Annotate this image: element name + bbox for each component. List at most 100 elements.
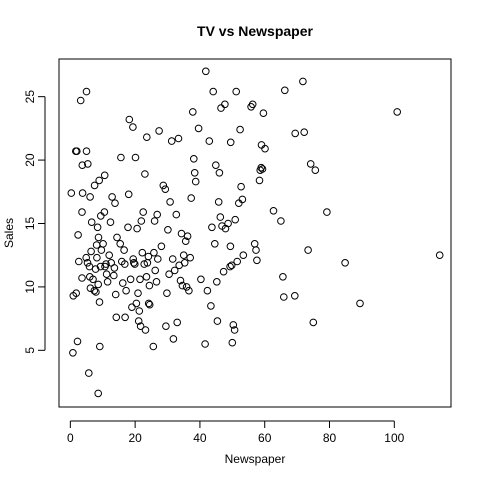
data-point-160 — [226, 242, 235, 251]
data-point-202 — [393, 108, 402, 116]
data-point-175 — [248, 100, 257, 109]
data-point-115 — [168, 255, 177, 263]
data-point-150 — [214, 198, 223, 206]
data-point-56 — [111, 199, 119, 207]
data-point-152 — [216, 213, 225, 221]
data-point-156 — [221, 100, 229, 109]
data-point-19 — [85, 369, 93, 377]
data-point-191 — [291, 292, 299, 300]
data-point-95 — [144, 299, 153, 308]
data-point-12 — [78, 189, 87, 197]
data-point-108 — [161, 185, 170, 193]
data-point-148 — [213, 278, 221, 286]
data-point-7 — [75, 257, 83, 266]
data-point-99 — [150, 248, 158, 257]
chart-title: TV vs Newspaper — [197, 23, 313, 39]
data-point-203 — [435, 251, 444, 259]
data-point-198 — [311, 166, 320, 174]
data-point-192 — [291, 129, 300, 138]
data-point-25 — [87, 218, 96, 226]
data-point-5 — [73, 337, 82, 346]
data-point-4 — [73, 147, 81, 155]
data-point-37 — [95, 176, 103, 185]
data-point-16 — [82, 147, 91, 155]
data-point-196 — [306, 160, 315, 168]
data-point-179 — [255, 176, 264, 185]
y-tick-label-20: 20 — [23, 153, 37, 167]
data-point-71 — [126, 275, 135, 284]
data-point-73 — [129, 123, 137, 131]
x-tick-label-100: 100 — [384, 431, 404, 445]
data-point-132 — [187, 194, 195, 202]
data-point-76 — [131, 260, 139, 268]
data-point-15 — [82, 87, 91, 96]
data-point-63 — [119, 279, 127, 287]
data-point-149 — [213, 317, 222, 325]
data-point-81 — [134, 317, 143, 325]
data-point-28 — [90, 181, 99, 190]
data-point-104 — [154, 255, 162, 263]
data-point-102 — [152, 278, 161, 286]
data-point-151 — [215, 169, 224, 177]
data-point-164 — [229, 321, 238, 329]
data-point-130 — [185, 286, 193, 295]
x-tick-label-60: 60 — [258, 431, 272, 445]
data-point-142 — [205, 137, 214, 145]
data-point-141 — [203, 286, 212, 295]
data-point-172 — [238, 195, 247, 204]
data-point-176 — [250, 240, 259, 248]
data-point-105 — [155, 127, 163, 135]
data-point-67 — [122, 286, 130, 295]
data-points — [67, 67, 444, 398]
data-point-101 — [151, 266, 159, 275]
data-point-188 — [279, 273, 287, 281]
data-point-194 — [300, 128, 309, 136]
data-point-57 — [111, 290, 120, 299]
data-point-97 — [145, 300, 154, 309]
data-point-53 — [108, 193, 116, 201]
x-tick-label-20: 20 — [128, 431, 142, 445]
data-point-113 — [166, 198, 174, 206]
data-point-18 — [84, 160, 92, 168]
data-point-75 — [130, 259, 138, 267]
data-point-74 — [129, 255, 137, 263]
data-point-124 — [178, 281, 187, 290]
data-point-42 — [97, 246, 106, 254]
data-point-136 — [191, 177, 200, 186]
y-axis-label: Sales — [2, 218, 16, 248]
data-point-61 — [117, 153, 125, 162]
data-point-165 — [230, 326, 239, 334]
data-point-87 — [139, 208, 147, 216]
y-axis: 5 10 15 20 25 — [23, 90, 46, 354]
data-point-51 — [106, 218, 115, 226]
data-point-55 — [110, 264, 119, 272]
data-point-144 — [208, 223, 216, 232]
data-point-34 — [94, 280, 102, 289]
data-point-83 — [136, 275, 144, 284]
data-point-48 — [102, 270, 111, 279]
data-point-118 — [172, 210, 181, 219]
data-point-59 — [113, 233, 121, 242]
x-tick-label-40: 40 — [193, 431, 207, 445]
data-point-6 — [74, 231, 82, 239]
data-point-65 — [121, 260, 129, 268]
data-point-140 — [202, 67, 210, 76]
data-point-24 — [87, 247, 95, 256]
data-point-146 — [211, 240, 219, 248]
data-point-111 — [164, 226, 172, 234]
data-point-133 — [189, 108, 197, 116]
data-point-186 — [269, 207, 278, 215]
data-point-159 — [226, 262, 234, 271]
data-point-8 — [69, 349, 77, 357]
data-point-107 — [159, 181, 168, 190]
data-point-117 — [170, 266, 179, 275]
data-point-72 — [128, 303, 136, 312]
data-point-182 — [257, 141, 266, 149]
data-point-190 — [281, 86, 289, 95]
plot-frame — [58, 58, 452, 408]
data-point-49 — [103, 278, 112, 286]
data-point-122 — [176, 276, 185, 285]
data-point-169 — [235, 199, 243, 207]
data-point-14 — [82, 253, 90, 262]
data-point-58 — [112, 313, 121, 322]
